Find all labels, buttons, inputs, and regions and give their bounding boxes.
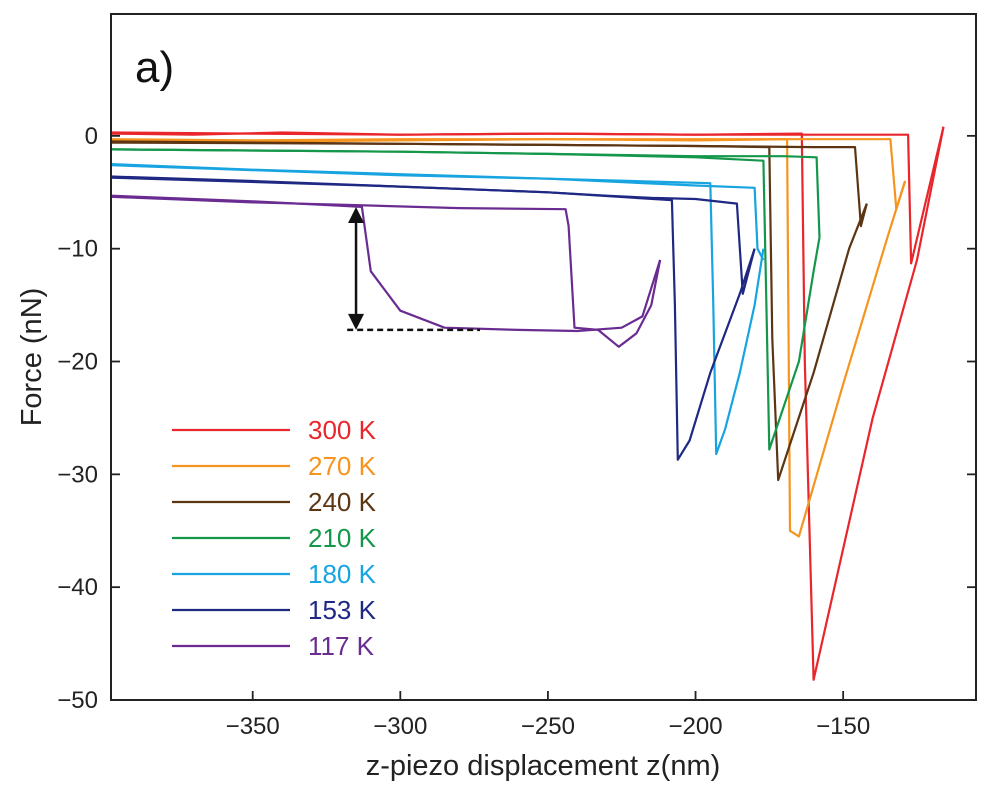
legend-label: 240 K: [308, 487, 377, 517]
legend-label: 270 K: [308, 451, 377, 481]
x-axis-label: z-piezo displacement z(nm): [366, 750, 721, 782]
drop-annotation: [347, 206, 481, 332]
series-line-210k-retract: [111, 148, 821, 451]
legend-label: 117 K: [308, 631, 375, 661]
plot-frame: [110, 13, 977, 701]
x-tick-label: −150: [816, 713, 870, 740]
series-line-153k-retract: [111, 176, 756, 461]
legend: 300 K 270 K 240 K 210 K 180 K 153 K 117 K: [172, 415, 377, 661]
y-axis-ticks: 0 −10 −20 −30 −40 −50: [57, 123, 976, 714]
y-tick-label: −40: [57, 574, 98, 601]
annotation-arrow-head-down: [348, 313, 365, 330]
y-tick-label: 0: [85, 123, 98, 150]
x-tick-label: −200: [669, 713, 723, 740]
y-tick-label: −30: [57, 461, 98, 488]
series-line-240k-retract: [111, 141, 868, 482]
y-tick-label: −50: [57, 687, 98, 714]
legend-label: 210 K: [308, 523, 377, 553]
panel-label: a): [135, 43, 174, 92]
x-axis-ticks: −350 −300 −250 −200 −150: [226, 691, 870, 740]
y-tick-label: −10: [57, 236, 98, 263]
series-line-270k-retract: [111, 138, 907, 538]
x-tick-label: −300: [373, 713, 427, 740]
legend-label: 180 K: [308, 559, 377, 589]
x-tick-label: −250: [521, 713, 575, 740]
y-axis-label: Force (nN): [16, 288, 48, 427]
annotation-arrow-head-up: [348, 206, 365, 223]
series-line-270k-approach: [111, 138, 907, 211]
series-line-300k-retract: [111, 126, 945, 681]
y-tick-label: −20: [57, 349, 98, 376]
legend-label: 153 K: [308, 595, 377, 625]
series-line-117k-retract: [111, 195, 662, 348]
data-curves: [111, 126, 945, 681]
series-line-180k-retract: [111, 164, 765, 456]
legend-label: 300 K: [308, 415, 377, 445]
x-tick-label: −350: [226, 713, 280, 740]
